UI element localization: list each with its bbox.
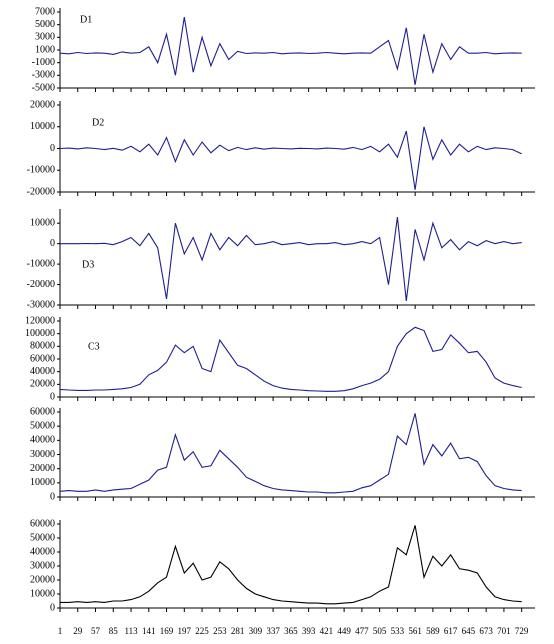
x-tick-label: 141 <box>142 626 156 636</box>
x-tick-label: 729 <box>515 626 529 636</box>
x-tick-label: 309 <box>249 626 263 636</box>
line <box>59 17 522 85</box>
y-tick-label: 0 <box>50 602 55 613</box>
x-tick-label: 337 <box>266 626 280 636</box>
y-tick-label: 40000 <box>30 546 55 557</box>
x-tick-label: 1 <box>58 626 63 636</box>
x-tick-label: 617 <box>444 626 458 636</box>
y-tick-label: 40000 <box>30 435 55 446</box>
y-tick-label: 50000 <box>30 420 55 431</box>
x-tick-label: 113 <box>124 626 138 636</box>
y-tick-label: 20000 <box>30 574 55 585</box>
line <box>60 217 522 301</box>
x-tick-label: 393 <box>302 626 316 636</box>
y-tick-label: 7000 <box>35 6 55 17</box>
y-tick-label: 30000 <box>30 449 55 460</box>
panel-label: C3 <box>88 341 100 352</box>
x-tick-label: 225 <box>195 626 209 636</box>
y-tick-label: 0 <box>50 238 55 249</box>
x-tick-label: 253 <box>213 626 227 636</box>
y-tick-label: 60000 <box>30 406 55 417</box>
x-tick-label: 533 <box>391 626 405 636</box>
x-tick-label: 57 <box>91 626 101 636</box>
y-tick-label: 10000 <box>30 121 55 132</box>
y-tick-label: 20000 <box>30 379 55 390</box>
x-tick-label: 505 <box>373 626 387 636</box>
y-tick-label: -30000 <box>27 299 55 310</box>
y-tick-label: 120000 <box>25 315 55 326</box>
line <box>59 413 522 494</box>
y-tick-label: 30000 <box>30 560 55 571</box>
x-tick-label: 449 <box>337 626 351 636</box>
y-tick-label: -3000 <box>32 70 55 81</box>
y-tick-label: 10000 <box>30 218 55 229</box>
x-tick-label: 421 <box>320 626 334 636</box>
x-tick-label: 169 <box>160 626 174 636</box>
y-tick-label: -10000 <box>27 258 55 269</box>
y-tick-label: 1000 <box>35 44 55 55</box>
y-tick-label: 60000 <box>30 353 55 364</box>
y-tick-label: 10000 <box>30 588 55 599</box>
x-tick-label: 29 <box>73 626 83 636</box>
y-tick-label: 3000 <box>35 32 55 43</box>
y-tick-label: -20000 <box>27 279 55 290</box>
y-tick-label: 40000 <box>30 366 55 377</box>
y-tick-label: 0 <box>50 143 55 154</box>
panel-label: D2 <box>92 117 104 128</box>
x-tick-label: 365 <box>284 626 298 636</box>
x-tick-label: 281 <box>231 626 245 636</box>
y-tick-label: 0 <box>50 491 55 502</box>
x-tick-label: 85 <box>109 626 119 636</box>
y-tick-label: -5000 <box>32 82 55 93</box>
x-tick-label: 673 <box>479 626 493 636</box>
y-tick-label: 50000 <box>30 532 55 543</box>
x-tick-label: 701 <box>497 626 511 636</box>
y-tick-label: 20000 <box>30 99 55 110</box>
line <box>59 126 522 190</box>
y-tick-label: -20000 <box>27 186 55 197</box>
y-tick-label: 100000 <box>25 328 55 339</box>
y-tick-label: -10000 <box>27 165 55 176</box>
line <box>59 326 522 392</box>
x-tick-label: 477 <box>355 626 369 636</box>
y-tick-label: 20000 <box>30 463 55 474</box>
x-tick-label: 589 <box>426 626 440 636</box>
x-tick-label: 645 <box>462 626 476 636</box>
panel-label: D3 <box>82 259 94 270</box>
y-tick-label: -1000 <box>32 57 55 68</box>
x-tick-label: 197 <box>178 626 192 636</box>
y-tick-label: 80000 <box>30 341 55 352</box>
panel-label: D1 <box>80 14 92 25</box>
line <box>60 525 522 605</box>
y-tick-label: 5000 <box>35 19 55 30</box>
y-tick-label: 60000 <box>30 518 55 529</box>
y-tick-label: 0 <box>50 391 55 402</box>
y-tick-label: 10000 <box>30 477 55 488</box>
x-tick-label: 561 <box>408 626 422 636</box>
